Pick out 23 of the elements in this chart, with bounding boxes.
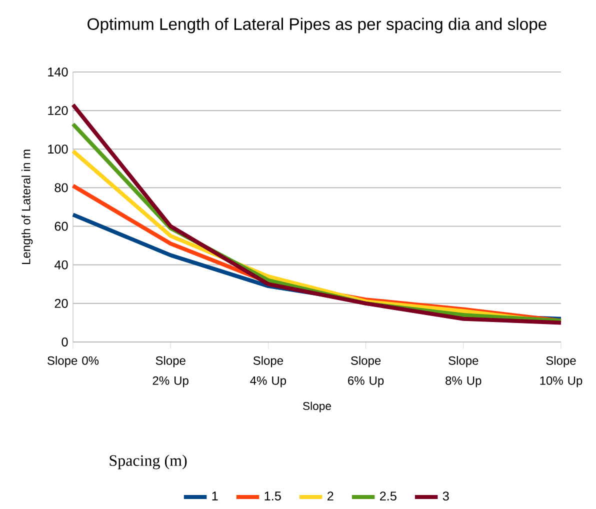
y-tick-label: 140 xyxy=(48,68,68,76)
legend-label: 2.5 xyxy=(380,492,396,501)
x-tick-label: Slope 8% Up xyxy=(446,356,482,388)
y-tick-label: 80 xyxy=(54,183,68,192)
legend-label: 1.5 xyxy=(264,492,281,500)
legend-title: Spacing (m) xyxy=(110,454,187,470)
x-tick-label: Slope 0% xyxy=(48,356,99,368)
legend-label: 3 xyxy=(442,492,449,501)
x-axis-title: Slope xyxy=(303,402,331,412)
x-tick-label: Slope 4% Up xyxy=(250,356,286,388)
y-tick-label: 100 xyxy=(48,144,68,154)
y-tick-label: 0 xyxy=(62,338,68,346)
y-tick-label: 120 xyxy=(48,106,68,116)
x-tick-label: Slope 10% Up xyxy=(540,356,582,388)
legend-label: 2 xyxy=(327,492,334,500)
x-tick-label: Slope 6% Up xyxy=(348,356,384,388)
y-tick-label: 60 xyxy=(54,222,68,231)
y-tick-label: 20 xyxy=(54,298,68,308)
y-tick-label: 40 xyxy=(54,260,68,270)
y-axis-title: Length of Lateral in m xyxy=(21,150,33,264)
x-tick-label: Slope 2% Up xyxy=(152,356,188,388)
legend-label: 1 xyxy=(212,492,218,500)
chart-title: Optimum Length of Lateral Pipes as per spacing dia and slope xyxy=(88,18,546,34)
